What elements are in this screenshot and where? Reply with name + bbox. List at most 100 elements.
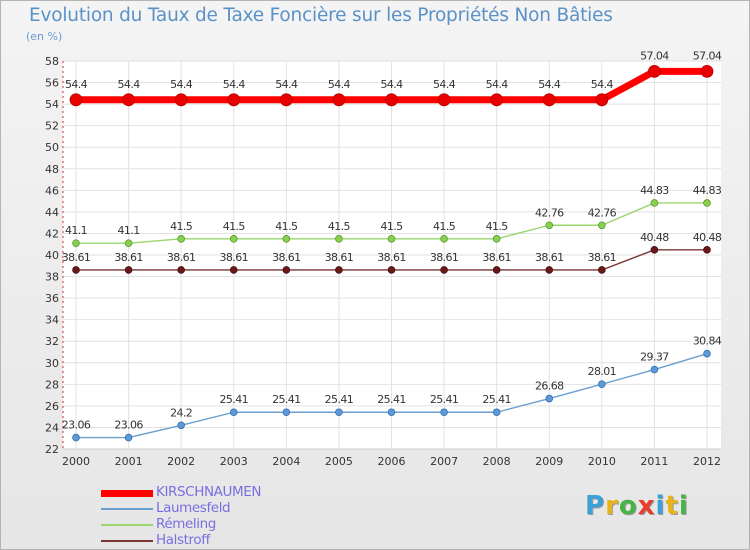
data-label: 54.4: [538, 78, 561, 91]
y-tick-label: 50: [45, 141, 59, 154]
data-label: 28.01: [588, 365, 617, 378]
data-point: [69, 93, 83, 107]
data-label: 41.1: [65, 224, 87, 237]
chart-title: Evolution du Taux de Taxe Foncière sur l…: [29, 5, 613, 26]
data-point: [177, 421, 185, 430]
data-label: 54.4: [223, 78, 246, 91]
data-point: [387, 266, 396, 274]
data-point: [335, 266, 343, 274]
legend-label-laumesfeld: Laumesfeld: [156, 500, 231, 516]
data-point: [545, 394, 554, 403]
data-point: [72, 433, 80, 442]
x-tick-label: 2008: [483, 455, 511, 468]
data-point: [703, 246, 711, 254]
y-tick-label: 44: [45, 206, 59, 219]
data-point: [598, 266, 606, 274]
data-label: 25.41: [430, 393, 459, 406]
proxiti-logo: Proxiti: [585, 491, 689, 521]
data-point: [177, 235, 185, 243]
data-label: 38.61: [430, 251, 459, 264]
data-point: [437, 93, 451, 107]
data-point: [229, 235, 238, 243]
data-point: [440, 266, 448, 274]
y-tick-label: 26: [45, 400, 59, 413]
data-point: [72, 239, 80, 247]
data-point: [542, 93, 556, 107]
data-label: 54.4: [591, 78, 614, 91]
x-tick-label: 2003: [220, 455, 248, 468]
data-point: [124, 433, 133, 442]
legend-label-halstroff: Halstroff: [156, 532, 210, 548]
data-label: 41.5: [486, 220, 509, 233]
data-point: [385, 93, 398, 107]
data-label: 54.4: [328, 78, 351, 91]
logo-letter: t: [665, 491, 679, 521]
y-tick-label: 48: [45, 163, 59, 176]
x-tick-label: 2012: [693, 455, 721, 468]
data-label: 42.76: [588, 206, 617, 219]
data-label: 23.06: [62, 419, 91, 432]
data-point: [595, 93, 609, 107]
data-label: 23.06: [114, 419, 143, 432]
logo-letter: r: [605, 491, 619, 521]
data-point: [227, 93, 241, 107]
y-tick-label: 42: [45, 227, 59, 240]
data-point: [122, 93, 135, 107]
y-tick-label: 36: [45, 292, 59, 305]
logo-letter: P: [585, 491, 606, 521]
data-label: 42.76: [535, 206, 564, 219]
data-point: [229, 408, 238, 417]
data-label: 25.41: [377, 393, 406, 406]
data-label: 57.04: [640, 49, 669, 62]
data-label: 25.41: [272, 393, 301, 406]
y-tick-label: 56: [45, 77, 59, 90]
legend-swatch-halstroff: [101, 540, 153, 542]
y-tick-label: 38: [45, 271, 59, 284]
data-label: 25.41: [325, 393, 354, 406]
data-label: 44.83: [640, 184, 669, 197]
data-label: 54.4: [380, 78, 403, 91]
y-tick-label: 40: [45, 249, 59, 262]
x-tick-label: 2010: [588, 455, 616, 468]
data-point: [545, 221, 554, 230]
data-point: [440, 235, 448, 243]
legend-swatch-kirschnaumen: [101, 489, 153, 497]
data-point: [440, 408, 448, 417]
data-label: 41.5: [223, 220, 246, 233]
data-point: [490, 93, 504, 107]
data-label: 41.1: [118, 224, 140, 237]
y-tick-label: 52: [45, 120, 59, 133]
legend-label-remeling: Rémeling: [156, 516, 216, 532]
data-point: [282, 266, 291, 274]
x-tick-label: 2002: [167, 455, 195, 468]
data-point: [282, 235, 291, 243]
data-point: [387, 235, 396, 243]
legend-swatch-remeling: [101, 524, 153, 526]
y-tick-label: 54: [45, 98, 59, 111]
data-point: [650, 246, 659, 254]
y-tick-label: 34: [45, 314, 59, 327]
y-tick-label: 30: [45, 357, 59, 370]
data-label: 54.4: [118, 78, 141, 91]
data-label: 44.83: [693, 184, 722, 197]
data-label: 41.5: [170, 220, 193, 233]
data-point: [72, 266, 80, 274]
line-chart: 22 24 26 28 30 32 34 36 38 40 42 44 46 48 50 52 54 56 58 20…: [45, 49, 722, 468]
data-point: [124, 239, 133, 247]
logo-letter: x: [637, 491, 656, 521]
data-point: [492, 408, 501, 417]
y-tick-label: 24: [45, 421, 59, 434]
data-point: [703, 349, 711, 358]
y-tick-label: 46: [45, 184, 59, 197]
y-tick-label: 22: [45, 443, 59, 456]
data-label: 30.84: [693, 335, 722, 348]
data-label: 38.61: [535, 251, 564, 264]
data-point: [174, 93, 188, 107]
y-tick-label: 58: [45, 55, 59, 68]
data-label: 38.61: [588, 251, 617, 264]
data-label: 54.4: [486, 78, 509, 91]
data-label: 25.41: [220, 393, 249, 406]
data-point: [492, 235, 501, 243]
data-label: 38.61: [220, 251, 249, 264]
